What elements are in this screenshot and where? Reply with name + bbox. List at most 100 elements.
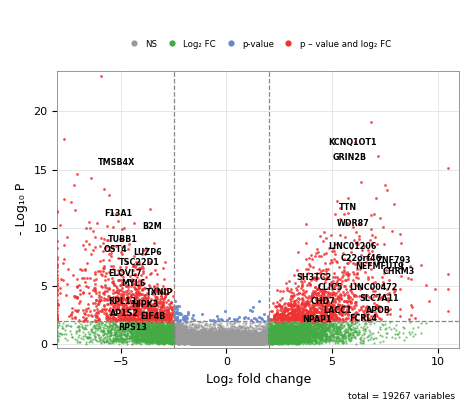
Point [212,340,220,347]
Point [177,328,185,335]
Point [214,341,221,347]
Point [264,337,272,343]
Point [271,334,279,341]
Point [322,324,329,331]
Point [188,338,195,345]
Point [217,341,224,347]
Point [186,339,194,345]
Point [193,337,201,343]
Point [111,319,119,326]
Point [323,327,330,334]
Point [230,341,237,347]
Point [159,335,167,341]
Point [298,335,306,341]
Point [304,300,312,307]
Point [107,318,114,324]
Point [274,323,282,329]
Point [283,311,290,318]
Point [201,331,209,338]
Point [208,340,216,347]
Point [299,320,307,326]
Point [203,331,211,338]
Point [250,333,257,340]
Point [237,335,245,341]
Point [204,341,211,347]
Point [330,323,338,329]
Point [314,291,321,298]
Point [199,341,206,347]
Point [226,337,234,343]
Point [128,330,135,336]
Point [318,319,326,326]
Point [185,336,193,343]
Point [321,279,328,285]
Point [267,316,274,323]
Point [224,335,231,341]
Point [84,301,92,307]
Point [149,336,156,342]
Point [220,339,228,345]
Point [320,310,328,316]
Point [196,341,203,347]
Point [206,338,214,345]
Point [180,337,188,343]
Point [117,326,124,333]
Point [258,336,266,342]
Point [222,332,230,339]
Point [209,339,216,346]
Point [283,339,291,346]
Point [173,340,181,346]
Point [176,339,183,345]
Point [262,335,270,342]
Point [261,340,269,346]
Point [335,286,343,292]
Point [205,340,212,346]
Point [310,319,318,325]
Point [383,325,390,332]
Point [259,335,266,342]
Point [292,336,299,342]
Point [201,341,208,347]
Point [233,337,240,344]
Point [328,315,336,322]
Point [180,331,187,337]
Point [192,336,200,342]
Point [211,341,219,347]
Point [154,336,162,342]
Point [184,340,192,346]
Point [296,335,304,341]
Point [190,326,198,333]
Point [178,336,186,343]
Point [302,334,310,340]
Point [226,338,234,345]
Point [269,334,277,341]
Point [313,330,321,336]
Point [305,333,312,340]
Point [150,329,158,335]
Point [210,338,218,345]
Point [175,332,182,338]
Point [297,310,305,316]
Point [252,336,259,342]
Point [334,288,342,294]
Point [290,333,297,339]
Point [252,336,260,343]
Point [156,333,164,339]
Point [290,309,298,315]
Point [250,338,257,344]
Point [231,338,238,345]
Point [300,330,308,337]
Point [163,330,170,337]
Point [178,328,186,335]
Point [112,299,119,305]
Point [276,334,284,341]
Point [201,341,209,347]
Point [227,339,235,346]
Point [278,319,285,326]
Point [185,337,193,343]
Point [210,335,218,341]
Point [178,322,185,329]
Point [237,339,245,345]
Point [322,324,329,331]
Point [156,328,164,335]
